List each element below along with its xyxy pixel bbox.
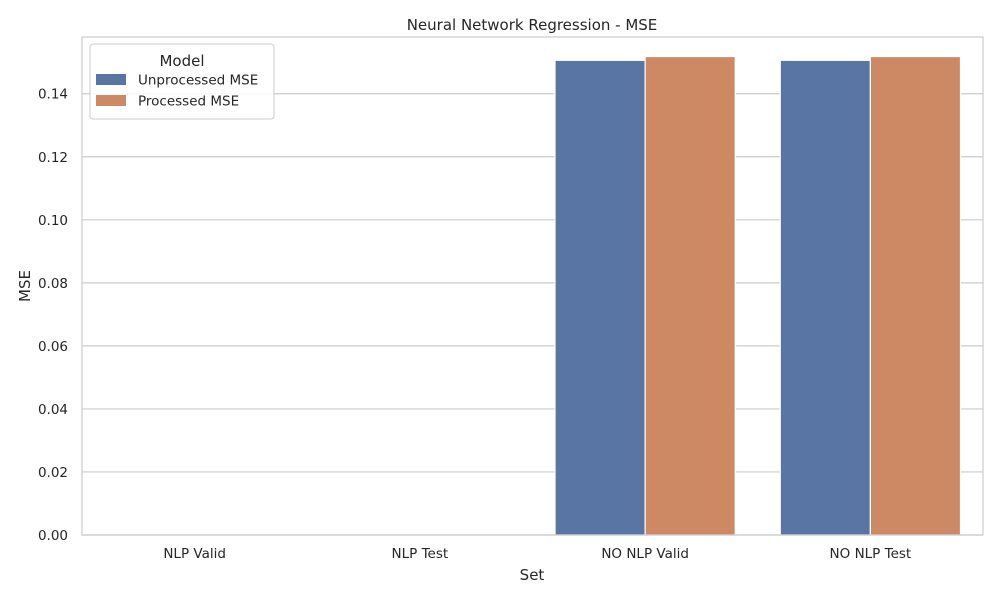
legend-items: Unprocessed MSE Processed MSE xyxy=(96,73,258,110)
y-tick-label: 0.14 xyxy=(38,87,68,103)
bar-unprocessed xyxy=(554,59,646,536)
x-tick-label: NLP Valid xyxy=(163,546,226,562)
bars xyxy=(554,55,962,536)
x-tick-label: NLP Test xyxy=(392,546,449,562)
y-tick-label: 0.06 xyxy=(38,339,68,355)
y-axis-title: MSE xyxy=(16,270,34,302)
y-tick-label: 0.02 xyxy=(38,465,68,481)
y-tick-label: 0.00 xyxy=(38,528,68,544)
y-tick-label: 0.04 xyxy=(38,402,68,418)
gridlines xyxy=(82,93,983,536)
legend: Model Unprocessed MSE Processed MSE xyxy=(89,43,275,120)
x-tick-labels: NLP Valid NLP Test NO NLP Valid NO NLP Test xyxy=(163,546,911,562)
bar-processed xyxy=(644,55,736,536)
legend-label: Processed MSE xyxy=(138,94,239,110)
legend-box xyxy=(89,43,275,120)
x-axis-title: Set xyxy=(520,566,545,584)
legend-title: Model xyxy=(159,52,204,70)
bar-unprocessed xyxy=(779,59,871,536)
chart-title: Neural Network Regression - MSE xyxy=(407,16,658,34)
y-tick-label: 0.10 xyxy=(38,213,68,229)
x-tick-label: NO NLP Valid xyxy=(601,546,689,562)
y-tick-label: 0.12 xyxy=(38,150,68,166)
legend-swatch xyxy=(96,74,126,85)
legend-label: Unprocessed MSE xyxy=(138,73,258,89)
x-tick-label: NO NLP Test xyxy=(830,546,912,562)
legend-swatch xyxy=(96,95,126,106)
y-tick-label: 0.08 xyxy=(38,276,68,292)
plot-frame xyxy=(81,36,984,536)
bar-processed xyxy=(869,55,962,536)
y-tick-labels: 0.00 0.02 0.04 0.06 0.08 0.10 0.12 0.14 xyxy=(38,87,68,544)
